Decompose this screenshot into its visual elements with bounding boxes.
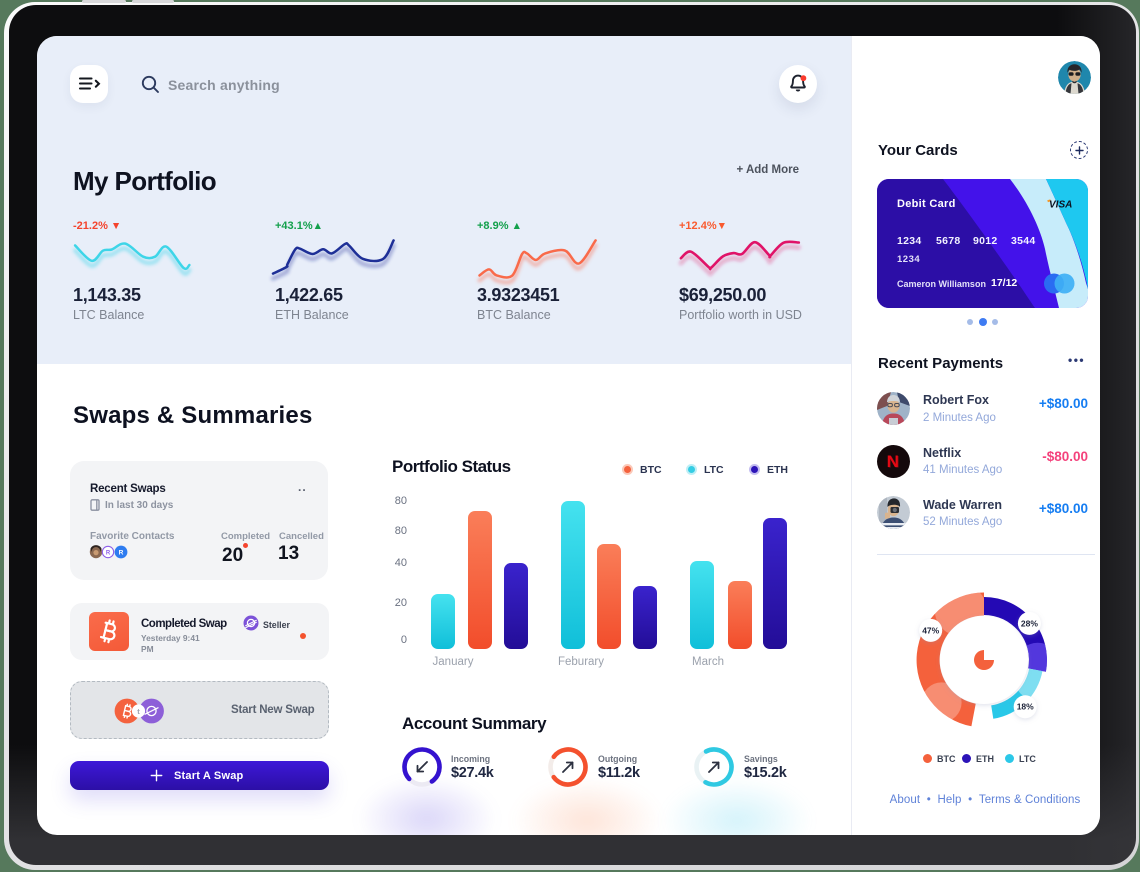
svg-text:18%: 18% (1017, 702, 1034, 712)
svg-text:R: R (106, 550, 111, 556)
svg-text:47%: 47% (922, 625, 939, 635)
svg-text:28%: 28% (1021, 618, 1038, 628)
svg-text:VISA: VISA (1049, 200, 1072, 211)
svg-text:N: N (887, 453, 899, 472)
svg-text:R: R (119, 550, 124, 557)
svg-text:N: N (887, 452, 899, 471)
svg-text:t: t (137, 707, 140, 716)
